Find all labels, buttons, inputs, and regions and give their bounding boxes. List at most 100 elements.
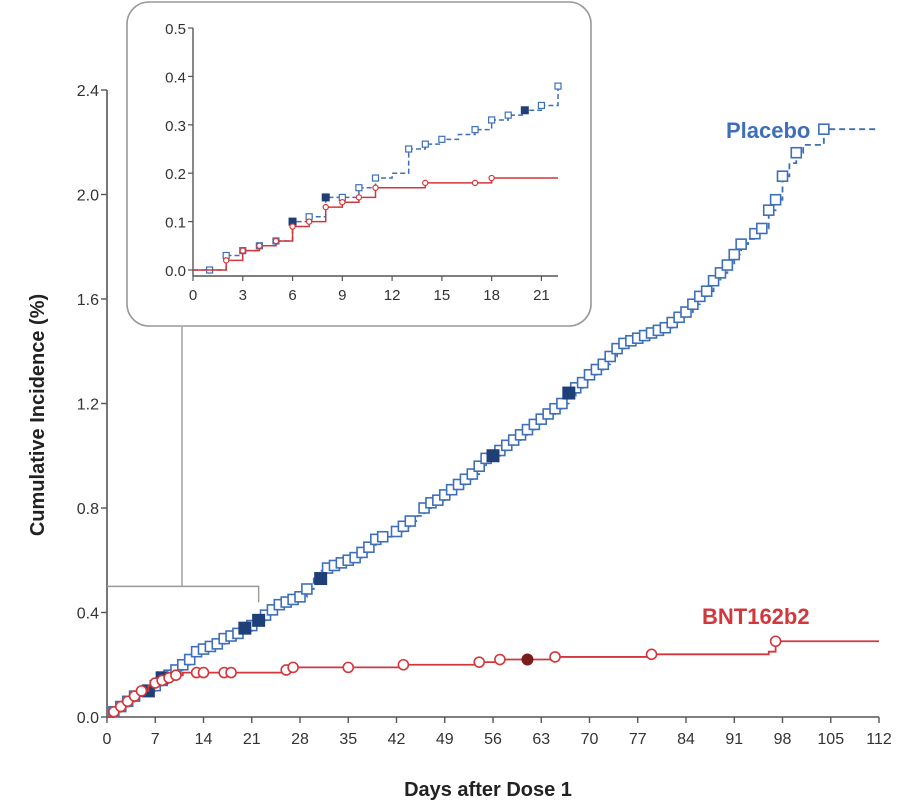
data-point (363, 541, 375, 553)
data-point (769, 193, 782, 206)
data-point (707, 274, 720, 287)
inset-series-bnt162b2 (193, 174, 558, 271)
x-tick-label: 91 (725, 731, 743, 748)
inset-data-point (256, 242, 263, 249)
inset-data-point (239, 247, 246, 254)
y-tick-label: 1.2 (77, 397, 99, 414)
inset-x-tick-label: 0 (189, 287, 197, 304)
inset-data-point (339, 199, 346, 206)
data-point (342, 661, 355, 674)
data-point-filled (562, 386, 576, 400)
y-tick-label: 0.0 (77, 710, 99, 727)
data-point (645, 648, 658, 661)
x-tick-label: 7 (151, 731, 160, 748)
inset-data-point (355, 194, 363, 201)
inset-data-point (305, 218, 313, 225)
data-point (170, 669, 182, 682)
data-point (776, 170, 789, 183)
data-point-filled (314, 572, 328, 586)
x-tick-label: 112 (866, 731, 892, 748)
bnt162b2-series-label: BNT162b2 (702, 604, 810, 629)
inset-y-tick-label: 0.0 (165, 263, 186, 280)
inset-data-point (438, 135, 446, 143)
data-point (790, 146, 803, 159)
data-point (756, 222, 768, 235)
inset-data-point (488, 174, 495, 182)
data-point (494, 653, 506, 666)
x-tick-label: 77 (629, 731, 647, 748)
data-point (183, 653, 196, 666)
data-point (818, 123, 830, 135)
inset-x-tick-label: 6 (288, 287, 296, 304)
data-point (294, 591, 306, 603)
inset-y-tick-label: 0.4 (165, 69, 186, 86)
data-point (714, 267, 727, 279)
data-point (287, 661, 299, 674)
y-tick-label: 2.4 (77, 83, 99, 100)
data-point (762, 204, 775, 216)
y-tick-label: 0.4 (77, 606, 99, 623)
inset-zoom-connector (107, 327, 260, 603)
data-point (473, 460, 486, 473)
x-tick-label: 84 (677, 731, 695, 748)
x-tick-label: 49 (436, 731, 454, 748)
data-point (576, 376, 589, 389)
inset-data-point (272, 237, 280, 245)
data-point (700, 285, 713, 297)
data-point-filled (521, 653, 534, 666)
data-point (473, 656, 486, 668)
inset-x-tick-label: 3 (239, 287, 247, 304)
main-plot: 0.00.40.81.21.62.02.40 7 14 21 28 35 42 49 56 63 7… (77, 83, 892, 748)
x-tick-label: 35 (339, 731, 357, 748)
inset-data-point (222, 257, 230, 264)
inset-data-point (405, 145, 413, 153)
inset-data-point (289, 223, 296, 230)
inset-y-tick-label: 0.5 (165, 21, 186, 38)
inset-data-point (322, 203, 329, 211)
x-tick-label: 28 (291, 731, 309, 748)
data-point (376, 530, 389, 543)
data-point (301, 583, 313, 595)
data-point (225, 666, 237, 679)
x-tick-label: 98 (774, 731, 792, 748)
inset-x-tick-label: 12 (384, 287, 401, 304)
inset-data-point (371, 174, 380, 182)
data-point (597, 358, 610, 371)
y-tick-label: 1.6 (77, 292, 99, 309)
data-point (604, 350, 616, 363)
data-point (549, 651, 561, 663)
series-line (107, 640, 879, 718)
inset-data-point (422, 179, 429, 187)
y-tick-label: 0.8 (77, 501, 99, 518)
inset-data-point (504, 111, 512, 119)
x-tick-label: 14 (195, 731, 213, 748)
y-axis-label: Cumulative Incidence (%) (27, 294, 49, 536)
x-tick-label: 56 (484, 731, 502, 748)
data-point (556, 397, 568, 410)
inset-y-tick-label: 0.2 (165, 166, 186, 183)
data-point (728, 248, 741, 261)
data-point (680, 306, 692, 318)
x-tick-label: 0 (103, 731, 112, 748)
inset-frame (126, 1, 592, 327)
zoom-region-outline (107, 585, 260, 603)
inset-data-point (421, 140, 429, 148)
data-point (397, 658, 410, 671)
inset-y-tick-label: 0.3 (165, 118, 186, 135)
inset-x-tick-label: 21 (533, 287, 550, 304)
inset-data-point (554, 82, 562, 90)
data-point-filled (238, 621, 252, 635)
inset-x-tick-label: 15 (434, 287, 451, 304)
inset-data-point (372, 184, 379, 191)
data-point-filled (486, 449, 500, 463)
inset-y-tick-label: 0.1 (165, 215, 186, 232)
inset-data-point (355, 184, 363, 192)
data-point (135, 685, 148, 697)
data-point (687, 298, 699, 311)
data-point (197, 666, 210, 679)
x-tick-label: 105 (817, 731, 844, 748)
x-tick-label: 63 (532, 731, 550, 748)
inset-data-point-filled (520, 106, 529, 115)
data-point-filled (252, 613, 266, 627)
